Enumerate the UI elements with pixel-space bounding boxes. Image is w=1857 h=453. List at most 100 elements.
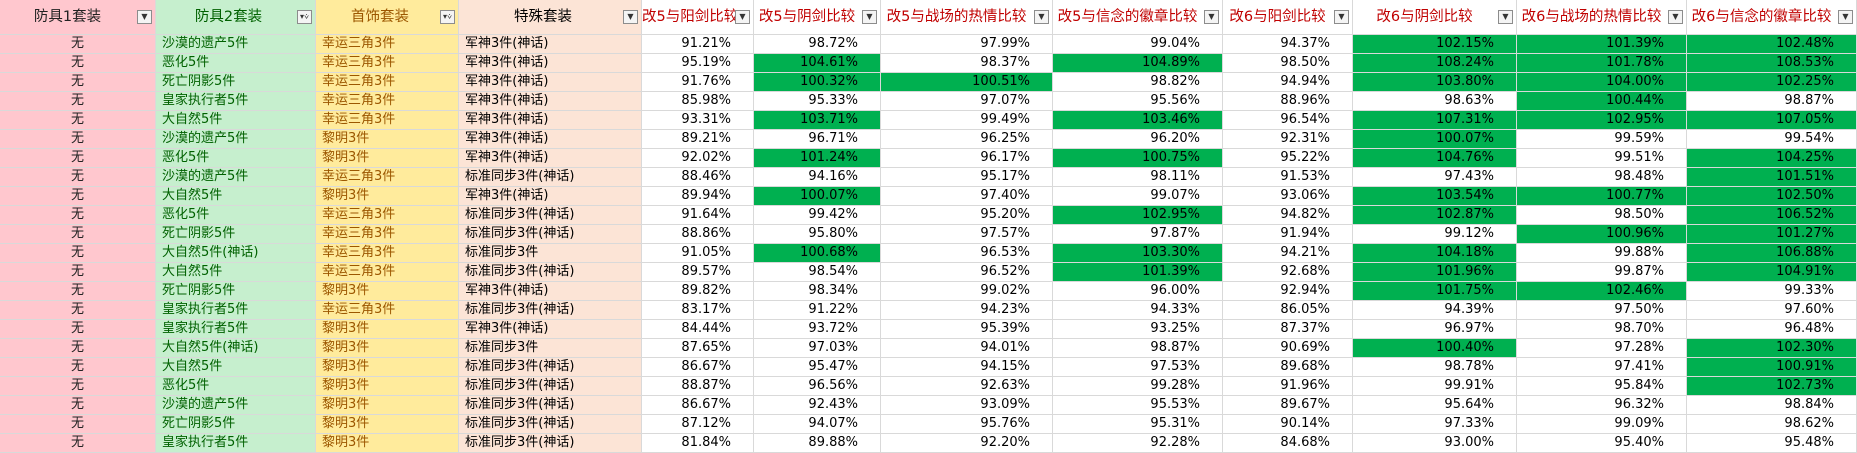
armor2-cell[interactable]: 恶化5件 xyxy=(156,54,316,73)
ratio-cell[interactable]: 101.27% xyxy=(1687,225,1857,244)
ratio-cell[interactable]: 108.24% xyxy=(1353,54,1517,73)
ratio-cell[interactable]: 99.87% xyxy=(1517,263,1687,282)
armor2-cell[interactable]: 皇家执行者5件 xyxy=(156,434,316,453)
special-cell[interactable]: 军神3件(神话) xyxy=(459,54,642,73)
ratio-cell[interactable]: 93.00% xyxy=(1353,434,1517,453)
ratio-cell[interactable]: 91.05% xyxy=(642,244,754,263)
accessory-cell[interactable]: 黎明3件 xyxy=(316,282,459,301)
header-r5-vs-belief-badge[interactable]: 改5与信念的徽章比较 ▼ xyxy=(1053,0,1223,35)
ratio-cell[interactable]: 98.54% xyxy=(754,263,881,282)
ratio-cell[interactable]: 104.76% xyxy=(1353,149,1517,168)
ratio-cell[interactable]: 92.20% xyxy=(881,434,1053,453)
armor1-cell[interactable]: 无 xyxy=(0,263,156,282)
special-cell[interactable]: 军神3件(神话) xyxy=(459,111,642,130)
accessory-cell[interactable]: 黎明3件 xyxy=(316,396,459,415)
armor2-cell[interactable]: 大自然5件(神话) xyxy=(156,339,316,358)
armor2-cell[interactable]: 死亡阴影5件 xyxy=(156,73,316,92)
accessory-cell[interactable]: 黎明3件 xyxy=(316,339,459,358)
ratio-cell[interactable]: 96.25% xyxy=(881,130,1053,149)
ratio-cell[interactable]: 87.65% xyxy=(642,339,754,358)
filter-dropdown-icon[interactable]: ▼ xyxy=(137,10,152,24)
armor1-cell[interactable]: 无 xyxy=(0,320,156,339)
ratio-cell[interactable]: 89.94% xyxy=(642,187,754,206)
armor2-cell[interactable]: 大自然5件(神话) xyxy=(156,244,316,263)
accessory-cell[interactable]: 幸运三角3件 xyxy=(316,225,459,244)
special-cell[interactable]: 军神3件(神话) xyxy=(459,73,642,92)
header-armor1-set[interactable]: 防具1套装 ▼ xyxy=(0,0,156,35)
armor1-cell[interactable]: 无 xyxy=(0,168,156,187)
ratio-cell[interactable]: 93.31% xyxy=(642,111,754,130)
armor2-cell[interactable]: 恶化5件 xyxy=(156,377,316,396)
ratio-cell[interactable]: 97.53% xyxy=(1053,358,1223,377)
ratio-cell[interactable]: 96.54% xyxy=(1223,111,1353,130)
header-r5-vs-battlefield-passion[interactable]: 改5与战场的热情比较 ▼ xyxy=(881,0,1053,35)
ratio-cell[interactable]: 102.15% xyxy=(1353,35,1517,54)
armor2-cell[interactable]: 大自然5件 xyxy=(156,187,316,206)
ratio-cell[interactable]: 97.40% xyxy=(881,187,1053,206)
ratio-cell[interactable]: 92.28% xyxy=(1053,434,1223,453)
ratio-cell[interactable]: 101.39% xyxy=(1517,35,1687,54)
ratio-cell[interactable]: 100.91% xyxy=(1687,358,1857,377)
ratio-cell[interactable]: 97.41% xyxy=(1517,358,1687,377)
ratio-cell[interactable]: 102.46% xyxy=(1517,282,1687,301)
accessory-cell[interactable]: 幸运三角3件 xyxy=(316,244,459,263)
ratio-cell[interactable]: 101.39% xyxy=(1053,263,1223,282)
armor1-cell[interactable]: 无 xyxy=(0,54,156,73)
ratio-cell[interactable]: 99.04% xyxy=(1053,35,1223,54)
armor1-cell[interactable]: 无 xyxy=(0,149,156,168)
special-cell[interactable]: 军神3件(神话) xyxy=(459,35,642,54)
armor1-cell[interactable]: 无 xyxy=(0,35,156,54)
accessory-cell[interactable]: 幸运三角3件 xyxy=(316,73,459,92)
ratio-cell[interactable]: 103.71% xyxy=(754,111,881,130)
armor2-cell[interactable]: 皇家执行者5件 xyxy=(156,301,316,320)
ratio-cell[interactable]: 89.68% xyxy=(1223,358,1353,377)
ratio-cell[interactable]: 98.62% xyxy=(1687,415,1857,434)
header-accessory-set[interactable]: 首饰套装 ▾⩒ xyxy=(316,0,459,35)
ratio-cell[interactable]: 96.20% xyxy=(1053,130,1223,149)
ratio-cell[interactable]: 98.78% xyxy=(1353,358,1517,377)
header-r5-vs-yang-sword[interactable]: 改5与阳剑比较 ▼ xyxy=(642,0,754,35)
accessory-cell[interactable]: 黎明3件 xyxy=(316,187,459,206)
ratio-cell[interactable]: 103.80% xyxy=(1353,73,1517,92)
ratio-cell[interactable]: 89.67% xyxy=(1223,396,1353,415)
ratio-cell[interactable]: 94.21% xyxy=(1223,244,1353,263)
ratio-cell[interactable]: 100.75% xyxy=(1053,149,1223,168)
ratio-cell[interactable]: 100.07% xyxy=(754,187,881,206)
ratio-cell[interactable]: 99.33% xyxy=(1687,282,1857,301)
filter-dropdown-icon[interactable]: ▼ xyxy=(735,10,750,24)
ratio-cell[interactable]: 108.53% xyxy=(1687,54,1857,73)
ratio-cell[interactable]: 104.00% xyxy=(1517,73,1687,92)
accessory-cell[interactable]: 幸运三角3件 xyxy=(316,111,459,130)
ratio-cell[interactable]: 85.98% xyxy=(642,92,754,111)
accessory-cell[interactable]: 黎明3件 xyxy=(316,358,459,377)
ratio-cell[interactable]: 99.09% xyxy=(1517,415,1687,434)
accessory-cell[interactable]: 幸运三角3件 xyxy=(316,168,459,187)
ratio-cell[interactable]: 91.94% xyxy=(1223,225,1353,244)
ratio-cell[interactable]: 97.57% xyxy=(881,225,1053,244)
ratio-cell[interactable]: 95.80% xyxy=(754,225,881,244)
ratio-cell[interactable]: 94.01% xyxy=(881,339,1053,358)
filter-active-icon[interactable]: ▾⩒ xyxy=(297,10,312,24)
ratio-cell[interactable]: 98.34% xyxy=(754,282,881,301)
ratio-cell[interactable]: 99.28% xyxy=(1053,377,1223,396)
armor1-cell[interactable]: 无 xyxy=(0,339,156,358)
ratio-cell[interactable]: 100.51% xyxy=(881,73,1053,92)
ratio-cell[interactable]: 94.16% xyxy=(754,168,881,187)
special-cell[interactable]: 标准同步3件(神话) xyxy=(459,263,642,282)
armor1-cell[interactable]: 无 xyxy=(0,377,156,396)
armor1-cell[interactable]: 无 xyxy=(0,415,156,434)
accessory-cell[interactable]: 黎明3件 xyxy=(316,130,459,149)
special-cell[interactable]: 标准同步3件(神话) xyxy=(459,168,642,187)
ratio-cell[interactable]: 89.82% xyxy=(642,282,754,301)
ratio-cell[interactable]: 100.44% xyxy=(1517,92,1687,111)
armor2-cell[interactable]: 皇家执行者5件 xyxy=(156,92,316,111)
ratio-cell[interactable]: 98.72% xyxy=(754,35,881,54)
armor1-cell[interactable]: 无 xyxy=(0,282,156,301)
ratio-cell[interactable]: 99.42% xyxy=(754,206,881,225)
ratio-cell[interactable]: 91.76% xyxy=(642,73,754,92)
accessory-cell[interactable]: 黎明3件 xyxy=(316,415,459,434)
ratio-cell[interactable]: 104.25% xyxy=(1687,149,1857,168)
ratio-cell[interactable]: 86.67% xyxy=(642,396,754,415)
ratio-cell[interactable]: 91.21% xyxy=(642,35,754,54)
ratio-cell[interactable]: 102.73% xyxy=(1687,377,1857,396)
